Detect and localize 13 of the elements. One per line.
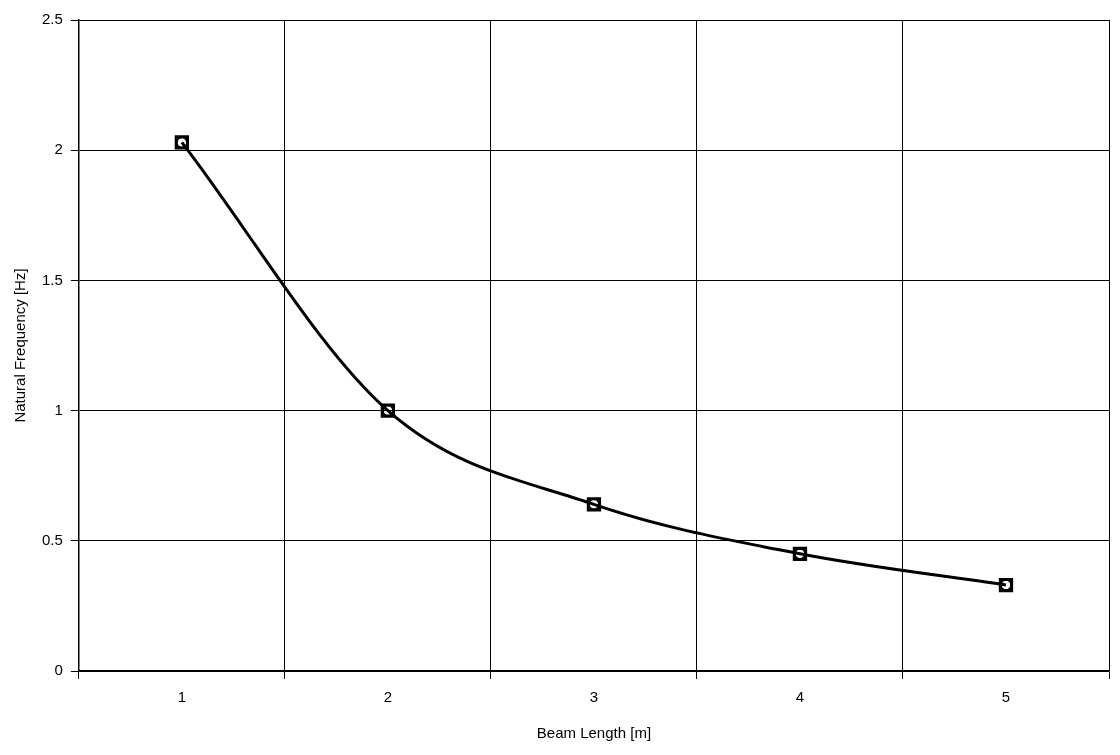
x-axis-title: Beam Length [m]: [536, 724, 652, 742]
y-tick-label: 0: [54, 661, 63, 679]
y-tick-label: 1.5: [41, 270, 63, 288]
y-tick-label: 1: [54, 400, 63, 418]
x-tick-label: 1: [177, 688, 187, 706]
y-axis-title: Natural Frequency [Hz]: [11, 268, 29, 423]
y-tick-label: 0.5: [41, 530, 63, 548]
y-tick-label: 2.5: [41, 10, 63, 28]
y-tick-label: 2: [54, 140, 63, 158]
x-tick-label: 5: [1001, 688, 1011, 706]
x-tick-label: 3: [589, 688, 599, 706]
x-tick-label: 4: [795, 688, 805, 706]
x-tick-label: 2: [383, 688, 393, 706]
